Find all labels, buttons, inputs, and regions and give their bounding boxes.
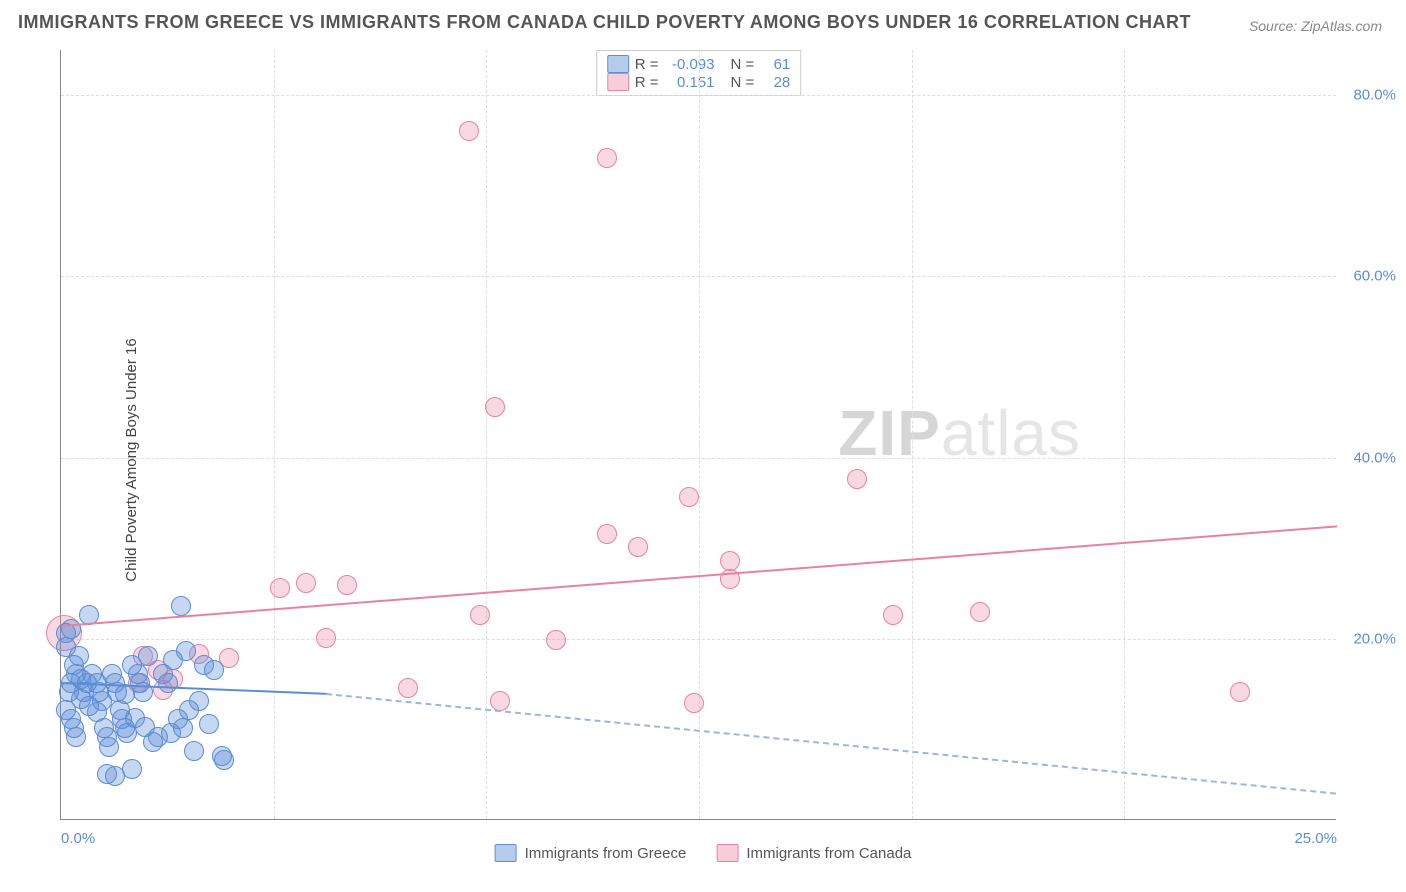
scatter-point [459, 121, 479, 141]
scatter-point [970, 602, 990, 622]
scatter-point [115, 684, 135, 704]
legend-n-label: N = [731, 74, 755, 91]
series-legend-item: Immigrants from Canada [716, 844, 911, 862]
legend-swatch [607, 55, 629, 73]
y-tick-label: 60.0% [1346, 268, 1396, 285]
scatter-point [158, 673, 178, 693]
legend-swatch [716, 844, 738, 862]
scatter-point [684, 693, 704, 713]
scatter-point [597, 524, 617, 544]
scatter-point [490, 691, 510, 711]
legend-swatch [607, 73, 629, 91]
plot-area: ZIPatlas R =-0.093N =61R =0.151N =28 20.… [60, 50, 1336, 820]
legend-r-label: R = [635, 74, 659, 91]
scatter-point [87, 702, 107, 722]
series-legend: Immigrants from Greece Immigrants from Ca… [495, 844, 912, 862]
scatter-point [398, 678, 418, 698]
scatter-point [66, 727, 86, 747]
trend-line [326, 693, 1337, 795]
scatter-point [337, 575, 357, 595]
scatter-point [485, 397, 505, 417]
scatter-point [1230, 682, 1250, 702]
scatter-point [270, 578, 290, 598]
series-legend-label: Immigrants from Greece [525, 845, 687, 862]
scatter-point [883, 605, 903, 625]
scatter-point [176, 641, 196, 661]
scatter-point [105, 766, 125, 786]
scatter-point [99, 737, 119, 757]
scatter-point [161, 723, 181, 743]
scatter-point [679, 487, 699, 507]
vgridline [912, 50, 913, 819]
legend-r-value: -0.093 [665, 56, 715, 73]
scatter-point [171, 596, 191, 616]
scatter-point [189, 691, 209, 711]
source-label: Source: ZipAtlas.com [1249, 18, 1382, 34]
scatter-point [61, 619, 81, 639]
y-tick-label: 80.0% [1346, 87, 1396, 104]
legend-n-value: 28 [760, 74, 790, 91]
y-tick-label: 20.0% [1346, 630, 1396, 647]
scatter-point [597, 148, 617, 168]
scatter-point [470, 605, 490, 625]
scatter-point [135, 717, 155, 737]
scatter-point [122, 759, 142, 779]
chart-container: Child Poverty Among Boys Under 16 ZIPatl… [0, 50, 1406, 870]
scatter-point [546, 630, 566, 650]
series-legend-item: Immigrants from Greece [495, 844, 687, 862]
legend-r-value: 0.151 [665, 74, 715, 91]
scatter-point [720, 551, 740, 571]
legend-n-value: 61 [760, 56, 790, 73]
legend-n-label: N = [731, 56, 755, 73]
vgridline [486, 50, 487, 819]
x-tick-label: 0.0% [61, 830, 95, 847]
vgridline [1124, 50, 1125, 819]
scatter-point [212, 746, 232, 766]
chart-title: IMMIGRANTS FROM GREECE VS IMMIGRANTS FRO… [18, 12, 1191, 33]
legend-r-label: R = [635, 56, 659, 73]
scatter-point [296, 573, 316, 593]
vgridline [274, 50, 275, 819]
scatter-point [204, 660, 224, 680]
series-legend-label: Immigrants from Canada [746, 845, 911, 862]
y-tick-label: 40.0% [1346, 449, 1396, 466]
scatter-point [847, 469, 867, 489]
scatter-point [69, 646, 89, 666]
scatter-point [199, 714, 219, 734]
scatter-point [184, 741, 204, 761]
scatter-point [138, 646, 158, 666]
x-tick-label: 25.0% [1294, 830, 1337, 847]
scatter-point [316, 628, 336, 648]
watermark: ZIPatlas [838, 396, 1081, 470]
scatter-point [628, 537, 648, 557]
legend-swatch [495, 844, 517, 862]
